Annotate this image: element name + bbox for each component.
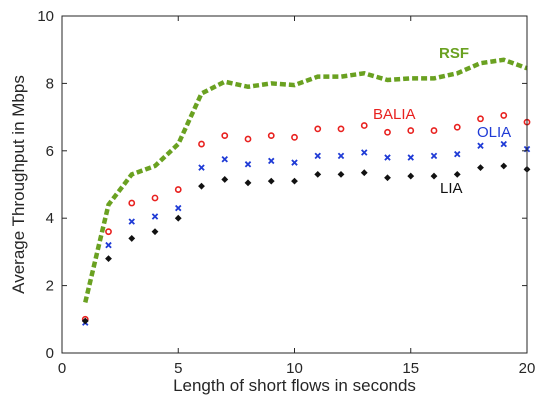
x-tick-label: 15: [402, 360, 419, 377]
series-label-lia: LIA: [440, 180, 463, 197]
y-tick-label: 6: [46, 143, 54, 160]
lia-point: [384, 174, 391, 182]
series-label-rsf: RSF: [439, 45, 469, 62]
lia-point: [291, 177, 298, 185]
olia-point: [477, 142, 484, 149]
lia-point: [430, 172, 438, 180]
lia-point: [314, 170, 322, 178]
olia-point: [430, 152, 438, 160]
lia-point: [128, 235, 136, 242]
olia-point: [151, 213, 159, 220]
olia-point: [268, 157, 275, 165]
lia-point: [105, 255, 112, 263]
lia-point: [244, 179, 252, 187]
balia-point: [430, 127, 438, 134]
balia-point: [291, 133, 298, 141]
balia-point: [198, 140, 205, 148]
olia-point: [128, 218, 135, 225]
olia-point: [105, 241, 112, 249]
x-tick-label: 0: [58, 360, 66, 377]
series-layer: [81, 57, 531, 326]
balia-point: [221, 132, 229, 140]
olia-point: [384, 154, 391, 161]
olia-point: [500, 140, 507, 148]
balia-point: [453, 123, 461, 131]
olia-point: [337, 152, 345, 160]
y-axis-title: Average Throughput in Mbps: [9, 75, 28, 294]
balia-point: [500, 112, 508, 119]
series-balia: [81, 112, 531, 323]
olia-point: [291, 159, 298, 166]
olia-point: [198, 164, 205, 171]
series-label-balia: BALIA: [373, 106, 416, 123]
series-labels: RSF BALIA OLIA LIA: [373, 45, 511, 197]
y-tick-label: 0: [46, 345, 54, 362]
balia-point: [337, 125, 345, 133]
balia-point: [244, 135, 252, 143]
y-tick-label: 2: [46, 278, 54, 295]
lia-point: [337, 170, 345, 178]
balia-point: [174, 186, 182, 193]
lia-point: [407, 172, 415, 180]
balia-point: [360, 122, 368, 129]
balia-point: [267, 132, 275, 140]
olia-point: [175, 204, 182, 212]
series-rsf: [83, 57, 528, 303]
lia-point: [198, 182, 205, 190]
lia-point: [81, 317, 89, 325]
balia-point: [477, 115, 484, 123]
series-label-olia: OLIA: [477, 124, 511, 141]
balia-point: [314, 125, 322, 133]
balia-point: [128, 199, 136, 207]
y-tick-label: 4: [46, 210, 54, 227]
balia-point: [384, 128, 391, 136]
y-tick-label: 8: [46, 75, 54, 92]
olia-point: [407, 154, 414, 161]
olia-point: [361, 149, 368, 156]
lia-point: [221, 176, 229, 183]
rsf-line: [83, 57, 528, 303]
lia-point: [267, 177, 275, 185]
lia-point: [453, 170, 461, 178]
balia-point: [407, 127, 415, 134]
x-tick-label: 5: [174, 360, 182, 377]
lia-point: [500, 162, 508, 170]
olia-point: [314, 152, 321, 160]
olia-point: [244, 161, 252, 168]
y-tick-label: 10: [37, 8, 54, 25]
lia-point: [174, 214, 182, 222]
balia-point: [151, 194, 159, 202]
lia-point: [360, 169, 368, 177]
olia-point: [454, 150, 461, 158]
lia-point: [477, 164, 484, 172]
x-tick-label: 20: [519, 360, 536, 377]
axis-ticks: 0 5 10 15 20 0 2 4 6 8 10: [37, 8, 535, 377]
x-axis-title: Length of short flows in seconds: [173, 376, 416, 395]
olia-point: [221, 155, 228, 163]
balia-point: [105, 228, 112, 236]
x-tick-label: 10: [286, 360, 303, 377]
lia-point: [151, 228, 159, 236]
